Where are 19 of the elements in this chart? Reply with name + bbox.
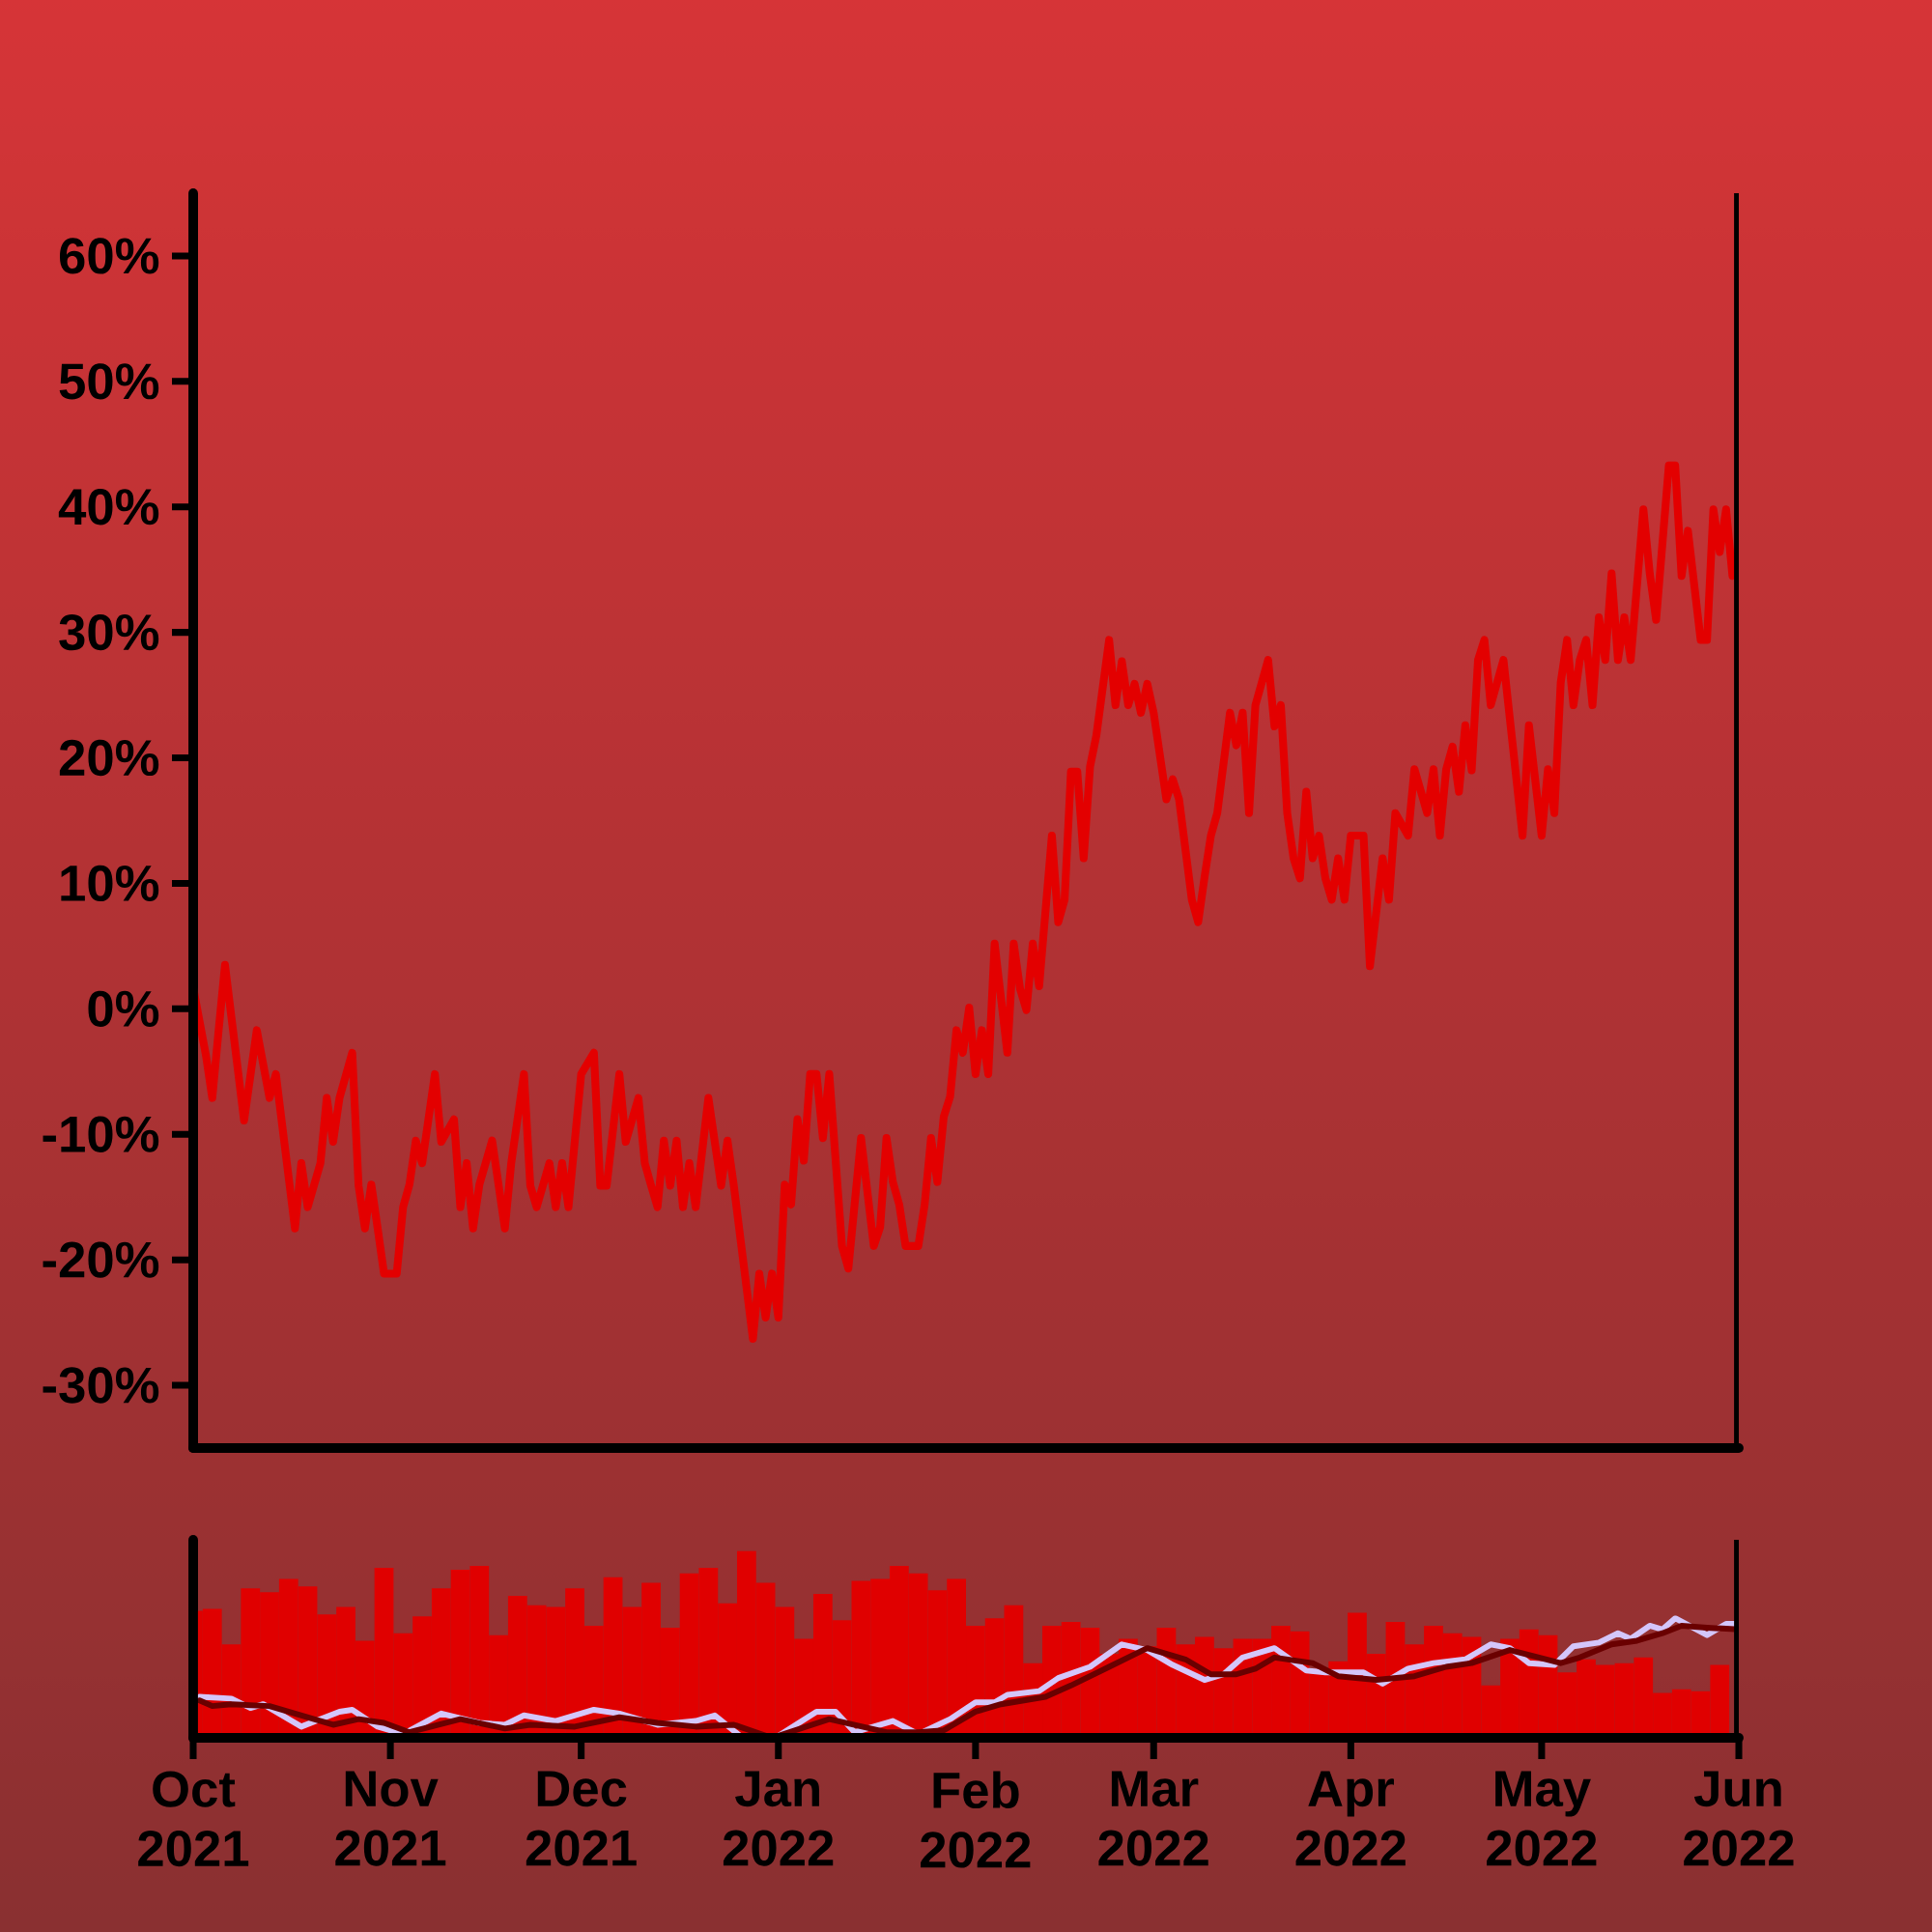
x-tick-label: Apr 2022 — [1295, 1771, 1406, 1866]
y-tick-label: -30% — [43, 1367, 159, 1404]
x-tick-label: Jan 2022 — [723, 1771, 834, 1866]
y-tick-label: -10% — [43, 1116, 159, 1152]
x-tick-label: Jun 2022 — [1684, 1771, 1794, 1866]
y-tick-label: 60% — [59, 238, 159, 274]
y-tick-label: 20% — [59, 739, 159, 777]
x-tick-label: May 2022 — [1487, 1771, 1597, 1866]
y-tick-label: 0% — [88, 990, 159, 1027]
y-tick-label: 40% — [58, 489, 159, 526]
x-tick-label: Oct 2021 — [138, 1771, 249, 1867]
x-tick-label: Nov 2021 — [335, 1771, 446, 1866]
y-tick-label: 30% — [59, 613, 159, 651]
y-tick-label: 10% — [61, 865, 159, 902]
y-tick-label: -20% — [43, 1241, 159, 1278]
x-tick-label: Mar 2022 — [1098, 1771, 1208, 1866]
x-tick-label: Feb 2022 — [921, 1771, 1031, 1868]
x-tick-label: Dec 2021 — [526, 1771, 637, 1866]
y-tick-label: 50% — [59, 363, 159, 400]
